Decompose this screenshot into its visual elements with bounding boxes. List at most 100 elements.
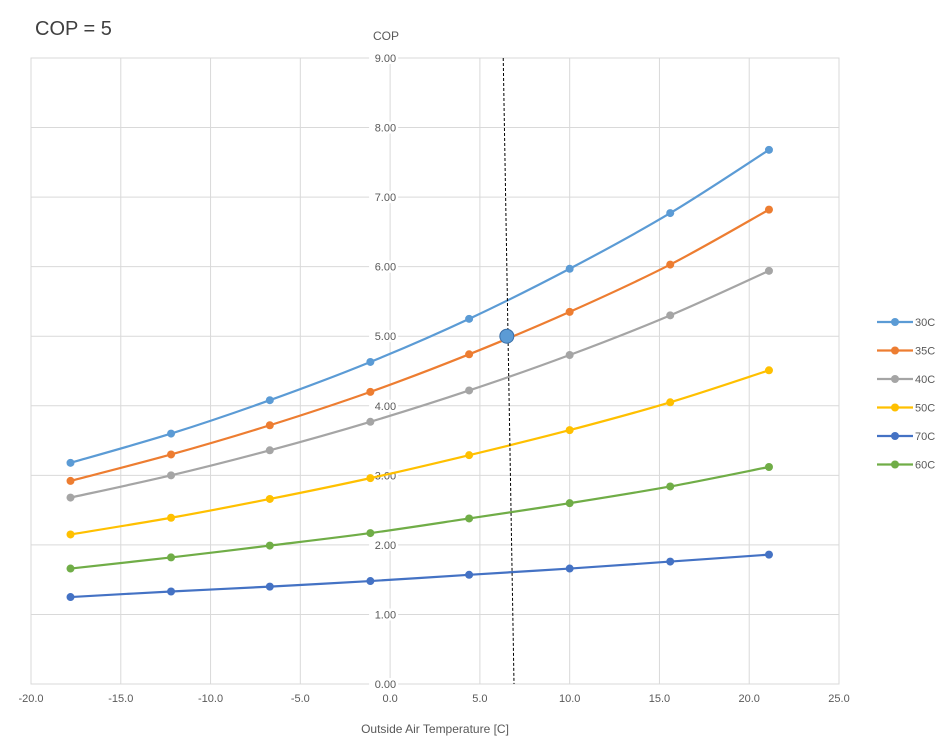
- annotations: [499, 57, 515, 685]
- x-tick-label: 10.0: [559, 693, 580, 705]
- series-point-40C: [265, 446, 274, 455]
- series-point-60C: [366, 529, 375, 538]
- series-point-70C: [66, 593, 75, 602]
- x-tick-label: 5.0: [472, 693, 487, 705]
- series-point-40C: [66, 493, 75, 502]
- cop-marker: [499, 328, 515, 344]
- series-point-60C: [265, 541, 274, 550]
- y-tick-label-bg: [369, 191, 399, 204]
- x-tick-label: -10.0: [198, 693, 223, 705]
- y-tick-label: 6.00: [375, 262, 396, 274]
- series-point-40C: [666, 311, 675, 320]
- y-tick-label: 5.00: [375, 331, 396, 343]
- legend-marker-30C: [891, 318, 899, 326]
- cop-dashed-line: [502, 57, 515, 685]
- series-point-40C: [167, 471, 176, 480]
- series-point-35C: [66, 476, 75, 485]
- x-tick-label: 20.0: [739, 693, 760, 705]
- y-tick-label: 2.00: [375, 540, 396, 552]
- series-line-60C: [70, 465, 770, 570]
- series-point-30C: [666, 209, 675, 218]
- legend-marker-70C: [891, 432, 899, 440]
- series-line-35C: [70, 208, 770, 482]
- y-tick-label-bg: [369, 538, 399, 551]
- legend-label-70C: 70C: [915, 431, 935, 443]
- series-point-70C: [366, 577, 375, 586]
- series-line-30C: [70, 148, 770, 464]
- series-point-70C: [666, 557, 675, 566]
- series-point-35C: [565, 307, 574, 316]
- legend-marker-60C: [891, 460, 899, 469]
- legend-label-50C: 50C: [915, 403, 935, 415]
- series-point-30C: [366, 357, 375, 366]
- series-point-50C: [66, 530, 75, 539]
- series-point-30C: [465, 314, 474, 323]
- chart-title: COP = 5: [35, 18, 112, 40]
- series-line-40C: [70, 269, 770, 499]
- y-tick-label-bg: [369, 121, 399, 134]
- legend-marker-40C: [891, 375, 899, 383]
- series-point-35C: [167, 450, 176, 459]
- series-point-70C: [265, 582, 274, 591]
- legend-label-40C: 40C: [915, 374, 935, 386]
- series-line-70C: [70, 553, 770, 599]
- grid: [30, 57, 840, 685]
- series-point-60C: [66, 564, 75, 573]
- series-point-60C: [465, 514, 474, 523]
- series-point-40C: [565, 351, 574, 360]
- y-tick-label: 0.00: [375, 679, 396, 691]
- series-point-60C: [565, 499, 574, 508]
- y-tick-label: 4.00: [375, 401, 396, 413]
- y-tick-label-bg: [369, 399, 399, 412]
- y-tick-label-bg: [369, 52, 399, 64]
- x-tick-label: -20.0: [18, 693, 43, 705]
- series-point-60C: [666, 482, 675, 491]
- legend-label-35C: 35C: [915, 346, 935, 358]
- series-point-35C: [465, 350, 474, 359]
- series-point-70C: [465, 570, 474, 579]
- series-line-50C: [70, 369, 770, 536]
- series-point-35C: [366, 387, 375, 396]
- series-point-60C: [764, 462, 773, 471]
- series-point-40C: [366, 417, 375, 426]
- series-point-30C: [265, 396, 274, 405]
- y-tick-label: 9.00: [375, 53, 396, 65]
- y-tick-label: 8.00: [375, 123, 396, 135]
- series-point-30C: [167, 429, 176, 438]
- legend-label-60C: 60C: [915, 460, 935, 472]
- legend-label-30C: 30C: [915, 317, 935, 329]
- y-tick-label: 1.00: [375, 609, 396, 621]
- series-point-50C: [565, 426, 574, 435]
- series-point-70C: [764, 550, 773, 559]
- series-point-50C: [366, 474, 375, 483]
- y-axis-label: COP: [373, 29, 399, 43]
- series-point-30C: [764, 145, 773, 154]
- series-point-70C: [565, 564, 574, 573]
- series-point-30C: [66, 458, 75, 467]
- y-tick-label-bg: [369, 330, 399, 343]
- series-point-40C: [465, 386, 474, 395]
- y-tick-label-bg: [369, 678, 399, 690]
- x-tick-label: 15.0: [649, 693, 670, 705]
- x-axis-label: Outside Air Temperature [C]: [361, 722, 509, 736]
- series-group: [66, 145, 773, 602]
- series-point-50C: [167, 513, 176, 522]
- x-tick-labels: -20.0 -15.0 -10.0 -5.0 0.0 5.0 10.0 15.0 20.0 25.…: [18, 693, 849, 705]
- series-point-35C: [666, 260, 675, 269]
- series-point-50C: [666, 398, 675, 407]
- series-point-60C: [167, 553, 176, 562]
- x-tick-label: 25.0: [828, 693, 849, 705]
- y-tick-label-bg: [369, 260, 399, 273]
- plot-border: [30, 57, 840, 685]
- series-point-30C: [565, 264, 574, 273]
- legend-marker-35C: [891, 346, 899, 355]
- series-point-35C: [764, 205, 773, 214]
- series-point-50C: [764, 366, 773, 375]
- series-point-35C: [265, 421, 274, 430]
- x-tick-label: -15.0: [108, 693, 133, 705]
- y-tick-label: 7.00: [375, 192, 396, 204]
- series-point-40C: [764, 266, 773, 275]
- y-tick-labels: 0.001.002.003.004.005.006.007.008.009.00: [369, 52, 399, 691]
- legend-marker-50C: [891, 403, 899, 412]
